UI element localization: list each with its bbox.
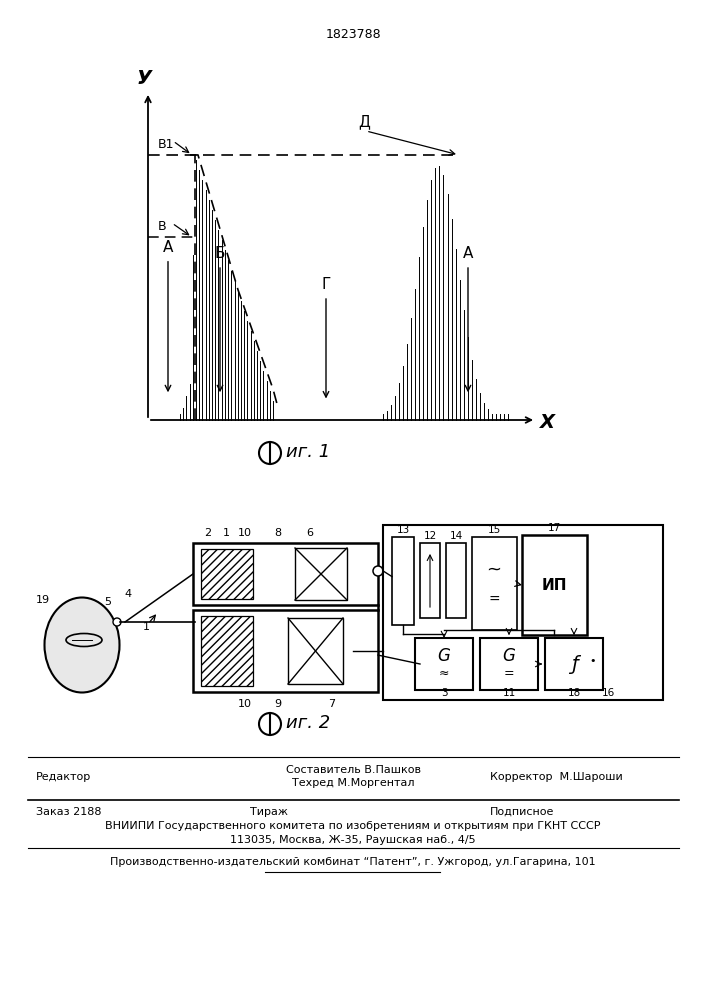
Text: 10: 10 — [238, 528, 252, 538]
Text: 113035, Москва, Ж-35, Раушская наб., 4/5: 113035, Москва, Ж-35, Раушская наб., 4/5 — [230, 835, 476, 845]
Text: 13: 13 — [397, 525, 409, 535]
Circle shape — [113, 618, 121, 626]
Bar — [420, 543, 440, 618]
Text: Составитель В.Пашков: Составитель В.Пашков — [286, 765, 421, 775]
Text: А: А — [163, 240, 173, 255]
Text: Производственно-издательский комбинат “Патент”, г. Ужгород, ул.Гагарина, 101: Производственно-издательский комбинат “П… — [110, 857, 596, 867]
Text: ИП: ИП — [542, 578, 567, 592]
Bar — [480, 638, 538, 690]
Text: иг. 2: иг. 2 — [286, 714, 330, 732]
Text: =: = — [489, 593, 500, 607]
Text: 16: 16 — [602, 688, 614, 698]
Text: 5: 5 — [105, 597, 112, 607]
Text: Тираж: Тираж — [250, 807, 288, 817]
Text: Подписное: Подписное — [490, 807, 554, 817]
Circle shape — [373, 566, 383, 576]
Ellipse shape — [45, 597, 119, 692]
Bar — [193, 610, 378, 692]
Text: Г: Г — [322, 277, 331, 292]
Text: В: В — [158, 220, 167, 233]
Text: Редактор: Редактор — [36, 772, 91, 782]
Text: Техред М.Моргентал: Техред М.Моргентал — [292, 778, 414, 788]
Text: 7: 7 — [329, 699, 336, 709]
Text: ≈: ≈ — [439, 667, 449, 680]
Text: •: • — [590, 656, 596, 666]
Text: Б: Б — [215, 246, 226, 261]
Text: G: G — [438, 647, 450, 665]
Text: ·: · — [506, 688, 509, 698]
Text: 4: 4 — [124, 589, 132, 599]
Text: 9: 9 — [274, 699, 281, 709]
Text: Заказ 2188: Заказ 2188 — [36, 807, 102, 817]
Bar — [472, 537, 517, 630]
Text: 18: 18 — [568, 688, 580, 698]
Text: 1: 1 — [143, 622, 149, 632]
Text: А: А — [463, 246, 473, 261]
Text: 11: 11 — [503, 688, 515, 698]
Bar — [415, 638, 473, 690]
Bar — [446, 543, 466, 618]
Text: ƒ: ƒ — [571, 654, 578, 674]
Text: 1: 1 — [223, 528, 230, 538]
Text: =: = — [503, 667, 514, 680]
Bar — [522, 535, 587, 635]
Bar — [545, 638, 603, 690]
Text: 12: 12 — [423, 531, 437, 541]
Text: ~: ~ — [486, 561, 501, 579]
Text: 17: 17 — [547, 523, 561, 533]
Bar — [295, 548, 347, 600]
Text: 10: 10 — [238, 699, 252, 709]
Bar — [383, 525, 663, 700]
Text: 19: 19 — [36, 595, 50, 605]
Text: 14: 14 — [450, 531, 462, 541]
Text: 15: 15 — [487, 525, 501, 535]
Text: 6: 6 — [307, 528, 313, 538]
Text: В1: В1 — [158, 138, 175, 151]
Bar — [392, 537, 414, 625]
Text: У: У — [136, 69, 151, 88]
Text: иг. 1: иг. 1 — [286, 443, 330, 461]
Text: 3: 3 — [440, 688, 448, 698]
Text: 2: 2 — [204, 528, 211, 538]
Bar — [288, 618, 343, 684]
Text: 1823788: 1823788 — [325, 28, 381, 41]
Text: 8: 8 — [274, 528, 281, 538]
Bar — [201, 616, 253, 686]
Text: ВНИИПИ Государственного комитета по изобретениям и открытиям при ГКНТ СССР: ВНИИПИ Государственного комитета по изоб… — [105, 821, 601, 831]
Text: Корректор  М.Шароши: Корректор М.Шароши — [490, 772, 623, 782]
Text: G: G — [503, 647, 515, 665]
Text: Х: Х — [540, 412, 555, 432]
Bar — [193, 543, 378, 605]
Bar — [201, 549, 253, 599]
Text: Д: Д — [358, 114, 370, 129]
